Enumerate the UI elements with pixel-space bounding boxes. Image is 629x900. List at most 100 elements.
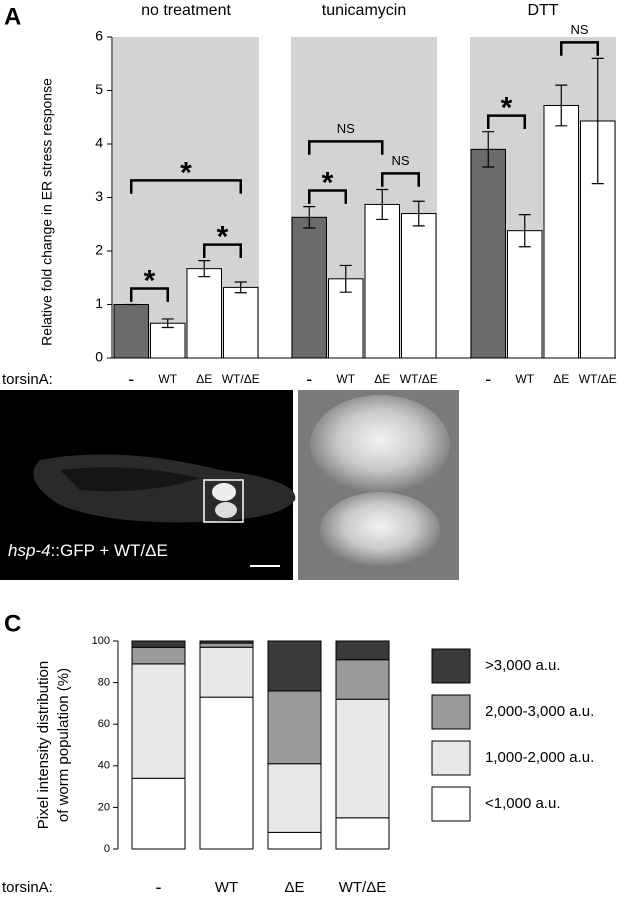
legend-label: <1,000 a.u. [485, 795, 560, 812]
error-bar [198, 260, 211, 278]
caption: hsp-4::GFP + WT/ΔE [8, 541, 168, 560]
group-title: tunicamycin [322, 2, 406, 19]
bar [470, 148, 506, 359]
bar [186, 268, 222, 359]
significance-bracket [308, 189, 347, 204]
bar-segment [335, 640, 390, 661]
x-tick-label: WT [515, 372, 534, 386]
bar-segment [335, 698, 390, 819]
y-axis-label: Relative fold change in ER stress respon… [39, 78, 55, 346]
bar [543, 104, 579, 359]
micrograph-zoom [298, 390, 459, 580]
y-axis-label: Pixel intensity distribution [35, 661, 52, 829]
significance-label: * [322, 166, 334, 199]
x-tick-label: ΔE [196, 372, 212, 386]
significance-label: NS [337, 121, 355, 136]
significance-label: * [217, 221, 229, 254]
legend-swatch [431, 786, 471, 822]
bar [223, 286, 259, 359]
error-bar [376, 188, 389, 221]
bar [507, 230, 543, 359]
x-tick-label: - [128, 369, 134, 389]
y-tick-label: 4 [95, 135, 103, 151]
significance-label: * [180, 156, 192, 189]
y-tick-label: 60 [98, 718, 110, 730]
y-tick-label: 40 [98, 760, 110, 772]
bar-segment [267, 640, 322, 692]
x-tick-label: - [306, 369, 312, 389]
x-tick-label: ΔE [553, 372, 569, 386]
error-bar [518, 214, 531, 248]
bar-segment [267, 831, 322, 850]
bar-segment [335, 659, 390, 700]
y-tick-label: 3 [95, 188, 103, 204]
legend-swatch [431, 648, 471, 684]
y-tick-label: 100 [92, 635, 110, 647]
legend-label: 1,000-2,000 a.u. [485, 749, 594, 766]
error-bar [234, 281, 247, 294]
x-tick-label: WT/ΔE [400, 372, 438, 386]
x-tick-label: - [156, 877, 162, 897]
y-tick-label: 1 [95, 295, 103, 311]
y-tick-label: 6 [95, 28, 103, 44]
x-tick-label: ΔE [374, 372, 390, 386]
bar-segment [335, 817, 390, 850]
significance-bracket [560, 41, 599, 56]
x-tick-label: WT/ΔE [222, 372, 260, 386]
significance-label: * [501, 92, 513, 125]
bar [364, 203, 400, 359]
bar-segment [131, 663, 186, 779]
y-axis-label: of worm population (%) [55, 668, 72, 822]
legend-swatch [431, 694, 471, 730]
bar [150, 322, 186, 359]
x-tick-label: ΔE [284, 879, 304, 896]
bar-segment [131, 646, 186, 665]
error-bar [482, 131, 495, 168]
x-tick-label: WT/ΔE [339, 879, 387, 896]
y-tick-label: 80 [98, 677, 110, 689]
error-bar [555, 84, 568, 127]
error-bar [303, 205, 316, 229]
y-tick-label: 2 [95, 242, 103, 258]
bar-segment [199, 696, 254, 850]
significance-bracket [203, 243, 242, 258]
error-bar [339, 264, 352, 293]
x-tick-label: WT [336, 372, 355, 386]
legend-swatch [431, 740, 471, 776]
panel-label: A [4, 3, 21, 30]
y-tick-label: 20 [98, 801, 110, 813]
group-title: DTT [527, 2, 558, 19]
y-tick-label: 0 [95, 349, 103, 365]
micrograph: hsp-4::GFP + WT/ΔE [0, 390, 296, 580]
significance-bracket [487, 114, 526, 130]
bar [291, 216, 327, 359]
error-bar [591, 57, 604, 185]
significance-bracket [130, 179, 242, 194]
bar-segment [267, 763, 322, 833]
significance-bracket [381, 172, 420, 187]
bar [113, 304, 149, 359]
x-tick-label: WT [215, 879, 238, 896]
bar [401, 213, 437, 359]
group-title: no treatment [141, 2, 231, 19]
y-tick-label: 0 [104, 843, 110, 855]
error-bar [412, 200, 425, 227]
significance-bracket [308, 140, 384, 155]
bar-segment [199, 642, 254, 648]
x-axis-label: torsinA: [2, 371, 53, 388]
bar-segment [131, 777, 186, 850]
significance-label: NS [391, 153, 409, 168]
bar-segment [267, 690, 322, 765]
x-axis-label: torsinA: [2, 879, 53, 896]
significance-label: NS [570, 22, 588, 37]
x-tick-label: WT/ΔE [579, 372, 617, 386]
legend-label: 2,000-3,000 a.u. [485, 703, 594, 720]
caption-text: ::GFP + WT/ΔE [51, 541, 168, 560]
legend-label: >3,000 a.u. [485, 657, 560, 674]
bar-segment [199, 640, 254, 644]
caption-gene: hsp-4 [8, 541, 51, 560]
x-tick-label: - [485, 369, 491, 389]
bar-segment [199, 646, 254, 698]
significance-bracket [130, 287, 169, 302]
